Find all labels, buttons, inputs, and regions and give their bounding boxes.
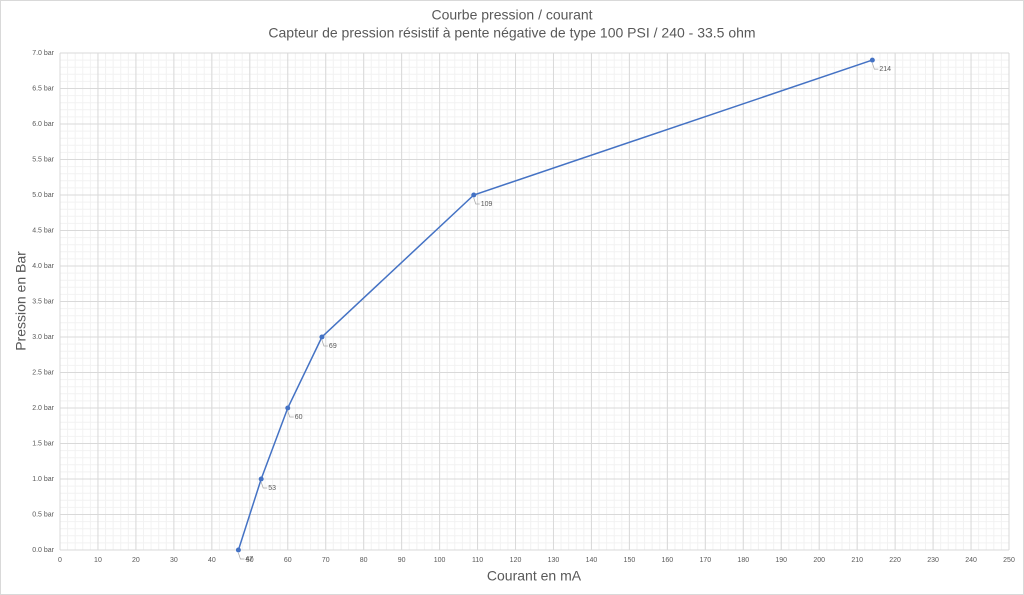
x-tick-label: 250 — [1003, 557, 1015, 564]
x-tick-label: 110 — [472, 557, 483, 564]
data-point — [869, 57, 875, 63]
x-tick-label: 200 — [813, 557, 825, 564]
y-tick-label: 4.5 bar — [32, 227, 54, 234]
data-label: 69 — [329, 343, 337, 350]
x-tick-label: 50 — [246, 557, 254, 564]
x-tick-label: 80 — [360, 557, 368, 564]
data-label: 47 — [245, 556, 253, 563]
y-tick-label: 0.5 bar — [32, 511, 54, 518]
grid — [59, 52, 1010, 551]
y-tick-label: 1.0 bar — [32, 476, 54, 483]
y-axis-label: Pression en Bar — [13, 251, 29, 351]
chart-subtitle: Capteur de pression résistif à pente nég… — [268, 25, 755, 41]
x-tick-label: 240 — [965, 557, 977, 564]
x-tick-label: 60 — [284, 557, 292, 564]
x-tick-label: 150 — [624, 557, 636, 564]
data-point — [285, 405, 291, 411]
y-tick-label: 5.5 bar — [32, 156, 54, 163]
x-tick-label: 100 — [434, 557, 446, 564]
x-tick-label: 0 — [58, 557, 62, 564]
label-leader — [260, 481, 268, 489]
x-tick-label: 170 — [699, 557, 711, 564]
y-tick-label: 7.0 bar — [32, 50, 54, 57]
y-tick-label: 0.0 bar — [32, 547, 54, 554]
x-tick-label: 70 — [322, 557, 330, 564]
label-leader — [473, 197, 480, 205]
x-tick-label: 180 — [737, 557, 749, 564]
series-line — [237, 59, 873, 551]
y-tick-label: 3.0 bar — [32, 334, 54, 341]
x-tick-label: 20 — [132, 557, 140, 564]
x-tick-label: 230 — [927, 557, 939, 564]
x-tick-label: 90 — [398, 557, 406, 564]
label-leader — [287, 410, 294, 418]
x-axis-label: Courant en mA — [487, 568, 582, 584]
data-label: 214 — [879, 66, 891, 73]
y-tick-label: 3.5 bar — [32, 298, 54, 305]
x-tick-label: 220 — [889, 557, 901, 564]
label-leader — [321, 339, 328, 347]
y-tick-label: 4.0 bar — [32, 263, 54, 270]
y-tick-label: 2.5 bar — [32, 369, 54, 376]
data-point — [258, 476, 264, 482]
y-tick-label: 1.5 bar — [32, 440, 54, 447]
data-label: 109 — [481, 201, 493, 208]
data-point — [319, 334, 325, 340]
x-tick-label: 10 — [94, 557, 102, 564]
y-tick-label: 6.5 bar — [32, 85, 54, 92]
data-point — [471, 192, 477, 198]
x-tick-label: 40 — [208, 557, 216, 564]
data-point — [235, 547, 241, 553]
y-tick-label: 5.0 bar — [32, 192, 54, 199]
x-tick-label: 140 — [586, 557, 598, 564]
y-tick-label: 2.0 bar — [32, 405, 54, 412]
label-leader — [872, 62, 879, 70]
x-tick-label: 160 — [662, 557, 674, 564]
x-tick-label: 30 — [170, 557, 178, 564]
chart-title: Courbe pression / courant — [431, 7, 592, 23]
data-label: 60 — [295, 414, 303, 421]
label-leader — [238, 552, 245, 560]
x-tick-label: 210 — [851, 557, 863, 564]
x-tick-label: 120 — [510, 557, 522, 564]
x-tick-label: 130 — [548, 557, 560, 564]
x-tick-label: 190 — [775, 557, 787, 564]
data-label: 53 — [268, 485, 276, 492]
y-tick-label: 6.0 bar — [32, 121, 54, 128]
